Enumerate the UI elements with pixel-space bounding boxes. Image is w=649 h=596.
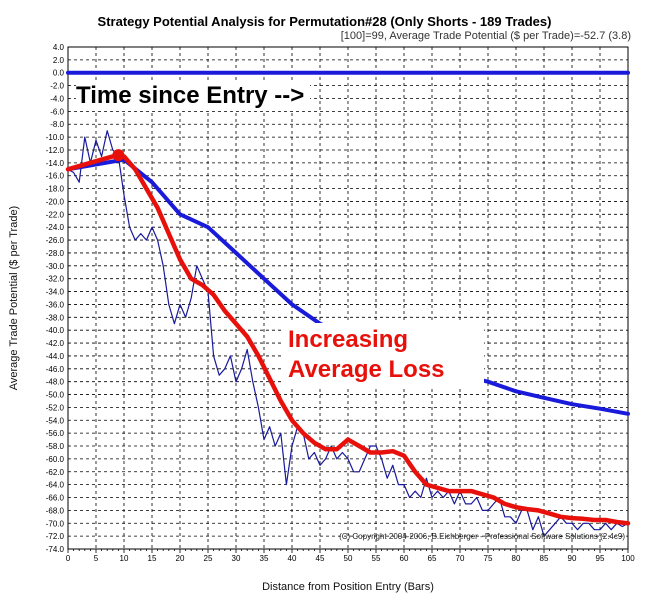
chart-title: Strategy Potential Analysis for Permutat…: [97, 14, 552, 29]
x-axis-label: Distance from Position Entry (Bars): [262, 581, 434, 593]
annotation-line-2: Average Loss: [288, 356, 445, 383]
y-tick-label: -62.0: [46, 468, 65, 477]
y-tick-label: -54.0: [46, 416, 65, 425]
y-tick-label: -70.0: [46, 519, 65, 528]
x-tick-label: 5: [94, 554, 99, 563]
annotation-increasing-average-loss: Increasing Average Loss: [282, 323, 484, 387]
y-tick-label: -68.0: [46, 506, 65, 515]
x-tick-label: 60: [400, 554, 409, 563]
y-tick-label: -64.0: [46, 481, 65, 490]
y-tick-label: -26.0: [46, 236, 65, 245]
annotation-line-1: Increasing: [288, 326, 409, 353]
y-axis-label: Average Trade Potential ($ per Trade): [8, 205, 20, 391]
y-tick-label: 0.0: [53, 69, 65, 78]
y-tick-label: -36.0: [46, 300, 65, 309]
x-tick-label: 70: [456, 554, 465, 563]
y-tick-label: -6.0: [50, 107, 64, 116]
x-tick-label: 80: [512, 554, 521, 563]
y-tick-label: -60.0: [46, 455, 65, 464]
chart-subtitle: [100]=99, Average Trade Potential ($ per…: [340, 30, 631, 42]
x-tick-label: 65: [428, 554, 437, 563]
grid-lines: [67, 46, 629, 550]
y-tick-label: -24.0: [46, 223, 65, 232]
y-tick-label: -14.0: [46, 159, 65, 168]
y-tick-label: -46.0: [46, 365, 65, 374]
y-tick-label: -44.0: [46, 352, 65, 361]
x-tick-label: 15: [148, 554, 157, 563]
x-tick-label: 85: [540, 554, 549, 563]
y-tick-label: -42.0: [46, 339, 65, 348]
x-tick-label: 20: [176, 554, 185, 563]
x-tick-label: 25: [204, 554, 213, 563]
y-tick-label: -48.0: [46, 378, 65, 387]
x-tick-label: 10: [120, 554, 129, 563]
x-tick-label: 50: [344, 554, 353, 563]
axes: [67, 46, 629, 553]
y-tick-label: -4.0: [50, 94, 64, 103]
y-tick-label: -18.0: [46, 185, 65, 194]
y-tick-label: -58.0: [46, 442, 65, 451]
x-tick-label: 0: [66, 554, 71, 563]
entry-peak-marker: [112, 149, 125, 162]
x-tick-label: 90: [568, 554, 577, 563]
x-tick-label: 45: [316, 554, 325, 563]
y-tick-label: -72.0: [46, 532, 65, 541]
y-tick-label: -32.0: [46, 275, 65, 284]
y-tick-label: -56.0: [46, 429, 65, 438]
y-tick-label: -74.0: [46, 545, 65, 554]
y-tick-label: -38.0: [46, 313, 65, 322]
y-tick-label: 2.0: [53, 56, 65, 65]
y-tick-label: -28.0: [46, 249, 65, 258]
annotation-time-since-entry: Time since Entry -->: [76, 82, 311, 110]
y-tick-label: -22.0: [46, 210, 65, 219]
y-tick-label: -40.0: [46, 326, 65, 335]
x-tick-label: 55: [372, 554, 381, 563]
x-tick-label: 30: [232, 554, 241, 563]
y-tick-label: -12.0: [46, 146, 65, 155]
y-tick-label: -20.0: [46, 197, 65, 206]
x-tick-labels: 0 5 10 15 20 25 30 35 40 45 50 55 60 65 70 75 80 85 90 95 10…: [66, 554, 635, 563]
x-tick-label: 95: [596, 554, 605, 563]
x-tick-label: 35: [260, 554, 269, 563]
y-tick-label: -30.0: [46, 262, 65, 271]
y-tick-label: -50.0: [46, 391, 65, 400]
x-tick-label: 100: [621, 554, 635, 563]
y-tick-label: 4.0: [53, 43, 65, 52]
series-line-raw: [67, 130, 629, 537]
y-tick-label: -10.0: [46, 133, 65, 142]
y-tick-label: -34.0: [46, 288, 65, 297]
y-tick-labels: 4.0 2.0 0.0 -2.0 -4.0 -6.0 -8.0 -10.0 -12.0 -14.0…: [46, 43, 65, 554]
y-tick-label: -52.0: [46, 403, 65, 412]
y-tick-label: -16.0: [46, 172, 65, 181]
y-tick-label: -8.0: [50, 120, 64, 129]
copyright-note: (C) Copyright 2004-2006, B.Eichberger - …: [339, 532, 625, 541]
y-tick-label: -66.0: [46, 494, 65, 503]
plot-frame: [67, 46, 629, 550]
series-line-avg_red: [65, 152, 631, 526]
x-tick-label: 75: [484, 554, 493, 563]
x-tick-label: 40: [288, 554, 297, 563]
y-tick-label: -2.0: [50, 82, 64, 91]
